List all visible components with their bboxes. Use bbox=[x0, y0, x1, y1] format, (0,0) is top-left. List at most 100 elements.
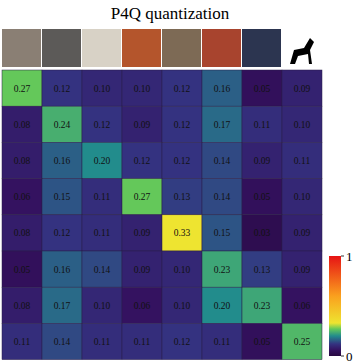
cell bbox=[42, 287, 82, 323]
cell bbox=[2, 323, 42, 359]
cell-label: 0.14 bbox=[214, 156, 231, 166]
cell-label: 0.06 bbox=[294, 301, 311, 311]
cell bbox=[2, 251, 42, 287]
cell-label: 0.06 bbox=[134, 301, 151, 311]
cell-label: 0.10 bbox=[294, 192, 311, 202]
colorbar-tick-label: 1 bbox=[346, 249, 353, 264]
thumbnail bbox=[122, 29, 161, 67]
cell bbox=[82, 287, 122, 323]
cell bbox=[2, 287, 42, 323]
cell bbox=[122, 323, 162, 359]
cell-label: 0.09 bbox=[134, 120, 151, 130]
cell-label: 0.17 bbox=[214, 120, 231, 130]
cell-label: 0.05 bbox=[254, 337, 271, 347]
cell-label: 0.13 bbox=[254, 265, 271, 275]
colorbar-tick bbox=[341, 256, 344, 257]
cell bbox=[282, 142, 322, 178]
cell bbox=[282, 287, 322, 323]
cell bbox=[122, 251, 162, 287]
cell bbox=[282, 179, 322, 215]
cell-label: 0.12 bbox=[174, 337, 191, 347]
cell-label: 0.11 bbox=[254, 120, 271, 130]
cell bbox=[242, 142, 282, 178]
cell-labels: 0.27 0.12 0.10 0.10 0.12 0.16 0.05 0.09 0.08 0.24… bbox=[14, 84, 311, 347]
cell-label: 0.12 bbox=[174, 156, 191, 166]
cell-label: 0.14 bbox=[214, 192, 231, 202]
cell bbox=[282, 215, 322, 251]
cell bbox=[242, 287, 282, 323]
cell bbox=[282, 251, 322, 287]
root: P4Q quantization0.270.120.100.100.120.16… bbox=[0, 0, 364, 364]
cell bbox=[242, 323, 282, 359]
cell bbox=[162, 70, 202, 106]
cell bbox=[202, 106, 242, 142]
cell-label: 0.17 bbox=[54, 301, 71, 311]
cell bbox=[202, 142, 242, 178]
cell bbox=[162, 251, 202, 287]
cell bbox=[122, 106, 162, 142]
cell-label: 0.05 bbox=[14, 265, 31, 275]
cell bbox=[2, 70, 42, 106]
cell bbox=[42, 179, 82, 215]
cell-label: 0.11 bbox=[14, 337, 31, 347]
cell-label: 0.16 bbox=[214, 84, 231, 94]
cell bbox=[42, 323, 82, 359]
cell-label: 0.11 bbox=[214, 337, 231, 347]
cell bbox=[202, 70, 242, 106]
chart: P4Q quantization0.270.120.100.100.120.16… bbox=[0, 0, 364, 364]
thumbnail bbox=[42, 29, 81, 67]
cell-label: 0.09 bbox=[134, 228, 151, 238]
colorbar-tick bbox=[341, 356, 344, 357]
cell bbox=[162, 287, 202, 323]
cells bbox=[2, 70, 322, 360]
cell-label: 0.03 bbox=[254, 228, 271, 238]
cell bbox=[82, 323, 122, 359]
cell-label: 0.12 bbox=[174, 120, 191, 130]
cell-label: 0.13 bbox=[174, 192, 191, 202]
thumbnail bbox=[242, 29, 281, 67]
cell bbox=[122, 215, 162, 251]
cell bbox=[242, 70, 282, 106]
cell bbox=[242, 106, 282, 142]
cell bbox=[122, 142, 162, 178]
cell-label: 0.25 bbox=[294, 337, 311, 347]
cell-label: 0.27 bbox=[134, 192, 151, 202]
cell bbox=[202, 215, 242, 251]
thumbnail bbox=[282, 29, 321, 67]
cell-label: 0.11 bbox=[94, 192, 111, 202]
cell-label: 0.24 bbox=[54, 120, 71, 130]
cell bbox=[242, 179, 282, 215]
cell-label: 0.09 bbox=[294, 265, 311, 275]
cell bbox=[202, 179, 242, 215]
cell bbox=[122, 287, 162, 323]
cell bbox=[162, 142, 202, 178]
cell bbox=[82, 106, 122, 142]
cell-label: 0.33 bbox=[174, 228, 191, 238]
cell-label: 0.12 bbox=[94, 120, 111, 130]
cell-label: 0.20 bbox=[214, 301, 231, 311]
cell-label: 0.14 bbox=[94, 265, 111, 275]
cell-label: 0.16 bbox=[54, 156, 71, 166]
cell-label: 0.11 bbox=[94, 228, 111, 238]
cell-label: 0.27 bbox=[14, 84, 31, 94]
cell bbox=[202, 287, 242, 323]
cell-label: 0.14 bbox=[54, 337, 71, 347]
cell bbox=[42, 106, 82, 142]
cell-label: 0.08 bbox=[14, 228, 31, 238]
cell bbox=[82, 142, 122, 178]
cell-label: 0.11 bbox=[294, 156, 311, 166]
cell bbox=[242, 251, 282, 287]
cell-label: 0.10 bbox=[174, 265, 191, 275]
thumbnail bbox=[82, 29, 121, 67]
cell-label: 0.15 bbox=[214, 228, 231, 238]
cell bbox=[122, 70, 162, 106]
cell bbox=[42, 251, 82, 287]
cell-label: 0.20 bbox=[94, 156, 111, 166]
cell bbox=[2, 215, 42, 251]
cell bbox=[242, 215, 282, 251]
cell bbox=[82, 179, 122, 215]
cell bbox=[2, 179, 42, 215]
cell bbox=[2, 106, 42, 142]
cell bbox=[42, 215, 82, 251]
cell-label: 0.08 bbox=[14, 120, 31, 130]
